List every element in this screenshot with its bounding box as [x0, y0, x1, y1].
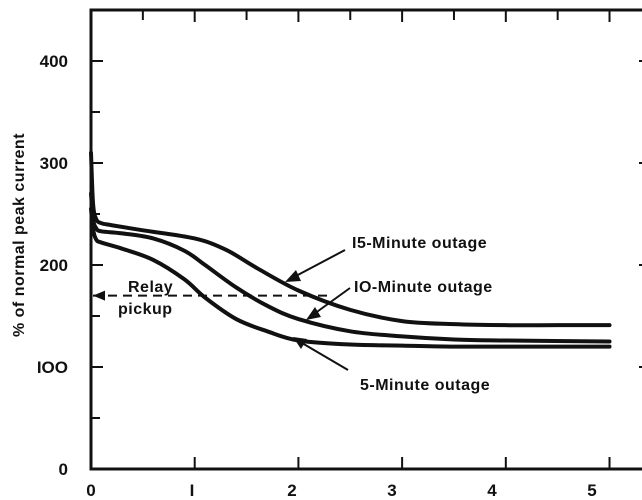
arrow-15-minute — [293, 249, 346, 278]
plot-frame — [89, 8, 642, 471]
arrow-10-minute — [313, 287, 351, 315]
arrowhead-15-minute — [285, 270, 301, 282]
y-tick-label-0: 0 — [59, 460, 68, 479]
label-10-minute-outage: IO-Minute outage — [354, 279, 493, 296]
label-relay-pickup-line1: Relay — [128, 279, 173, 296]
arrowhead-10-minute — [306, 307, 321, 320]
y-axis-title: % of normal peak current — [11, 133, 28, 337]
x-tick-label-0: 0 — [86, 481, 95, 500]
x-tick-label-5: 5 — [587, 481, 596, 500]
arrowhead-5-minute — [293, 337, 307, 349]
label-5-minute-outage: 5-Minute outage — [360, 377, 490, 394]
label-relay-pickup-line2: pickup — [118, 301, 173, 318]
series-5-minute-line — [89, 206, 612, 349]
series-10-minute-line — [89, 191, 612, 344]
y-tick-label-200: 200 — [40, 256, 68, 275]
x-tick-label-4: 4 — [487, 481, 497, 500]
label-15-minute-outage: I5-Minute outage — [352, 235, 487, 252]
arrow-5-minute — [301, 342, 349, 371]
reference-layer — [93, 290, 330, 301]
relay-pickup-arrowhead — [93, 290, 105, 301]
series-15-minute-line — [89, 150, 612, 328]
annotation-arrows — [285, 249, 351, 371]
y-tick-label-100: IOO — [37, 358, 68, 377]
series-layer — [89, 150, 612, 349]
x-tick-label-3: 3 — [387, 481, 396, 500]
x-tick-label-2: 2 — [287, 481, 296, 500]
y-tick-label-400: 400 — [40, 52, 68, 71]
y-tick-label-300: 300 — [40, 154, 68, 173]
x-tick-label-1: I — [190, 481, 195, 500]
